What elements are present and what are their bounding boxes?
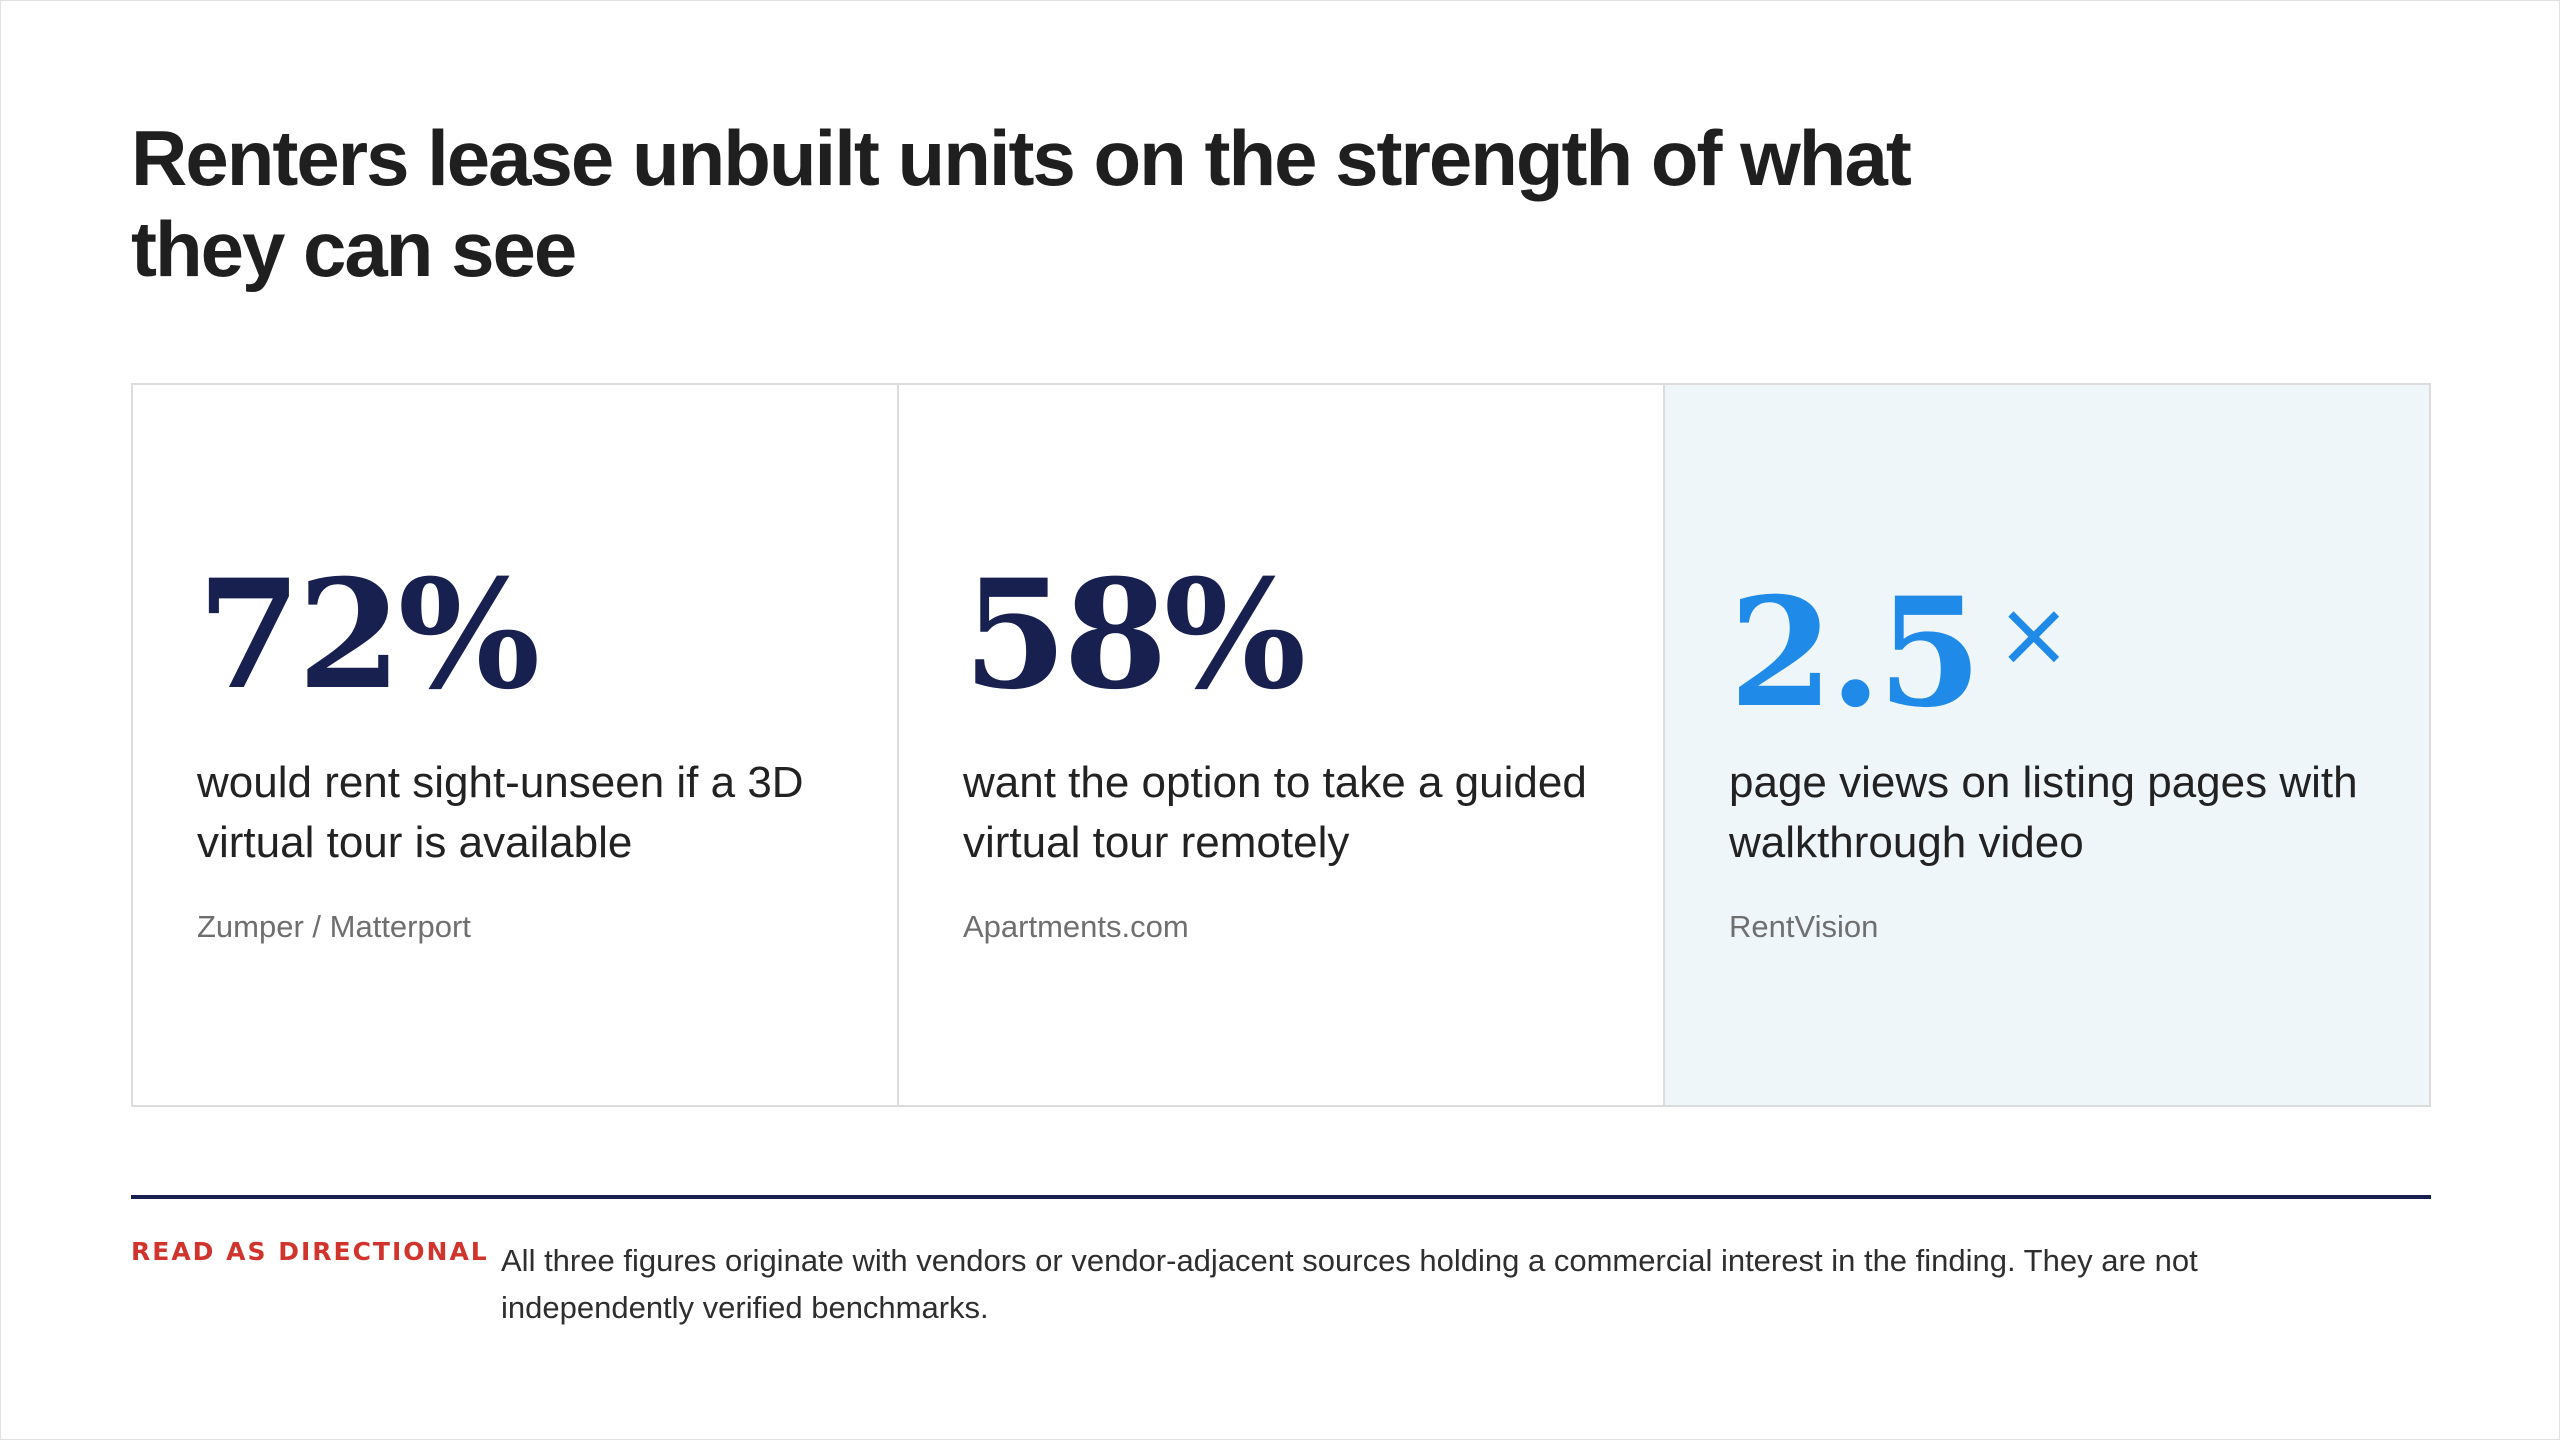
stat-number: 2.5 <box>1729 565 1982 741</box>
stat-value: 58% <box>963 555 1306 715</box>
stat-value: 2.5 × <box>1729 555 2071 733</box>
multiplier-sign: × <box>1995 582 2072 687</box>
stat-source: Zumper / Matterport <box>197 909 471 944</box>
stat-description: page views on listing pages with walkthr… <box>1729 758 2358 867</box>
stat-description: would rent sight-unseen if a 3D virtual … <box>197 758 804 867</box>
stat-number: 58% <box>963 547 1306 723</box>
stat-value: 72% <box>197 555 540 715</box>
page-title: Renters lease unbuilt units on the stren… <box>131 114 1912 293</box>
stat-card-apartments: 58% want the option to take a guided vir… <box>899 385 1665 1105</box>
note-label: READ AS DIRECTIONAL <box>131 1237 489 1266</box>
stat-source: Apartments.com <box>963 909 1189 944</box>
stat-source: RentVision <box>1729 909 1879 944</box>
stat-cards: 72% would rent sight-unseen if a 3D virt… <box>131 383 2431 1107</box>
stat-card-rentvision: 2.5 × page views on listing pages with wa… <box>1665 385 2429 1105</box>
stat-card-zumper: 72% would rent sight-unseen if a 3D virt… <box>133 385 899 1105</box>
footer-divider <box>131 1195 2431 1199</box>
note-text: All three figures originate with vendors… <box>501 1243 2198 1325</box>
stat-number: 72% <box>197 547 540 723</box>
stat-description: want the option to take a guided virtual… <box>963 758 1587 867</box>
